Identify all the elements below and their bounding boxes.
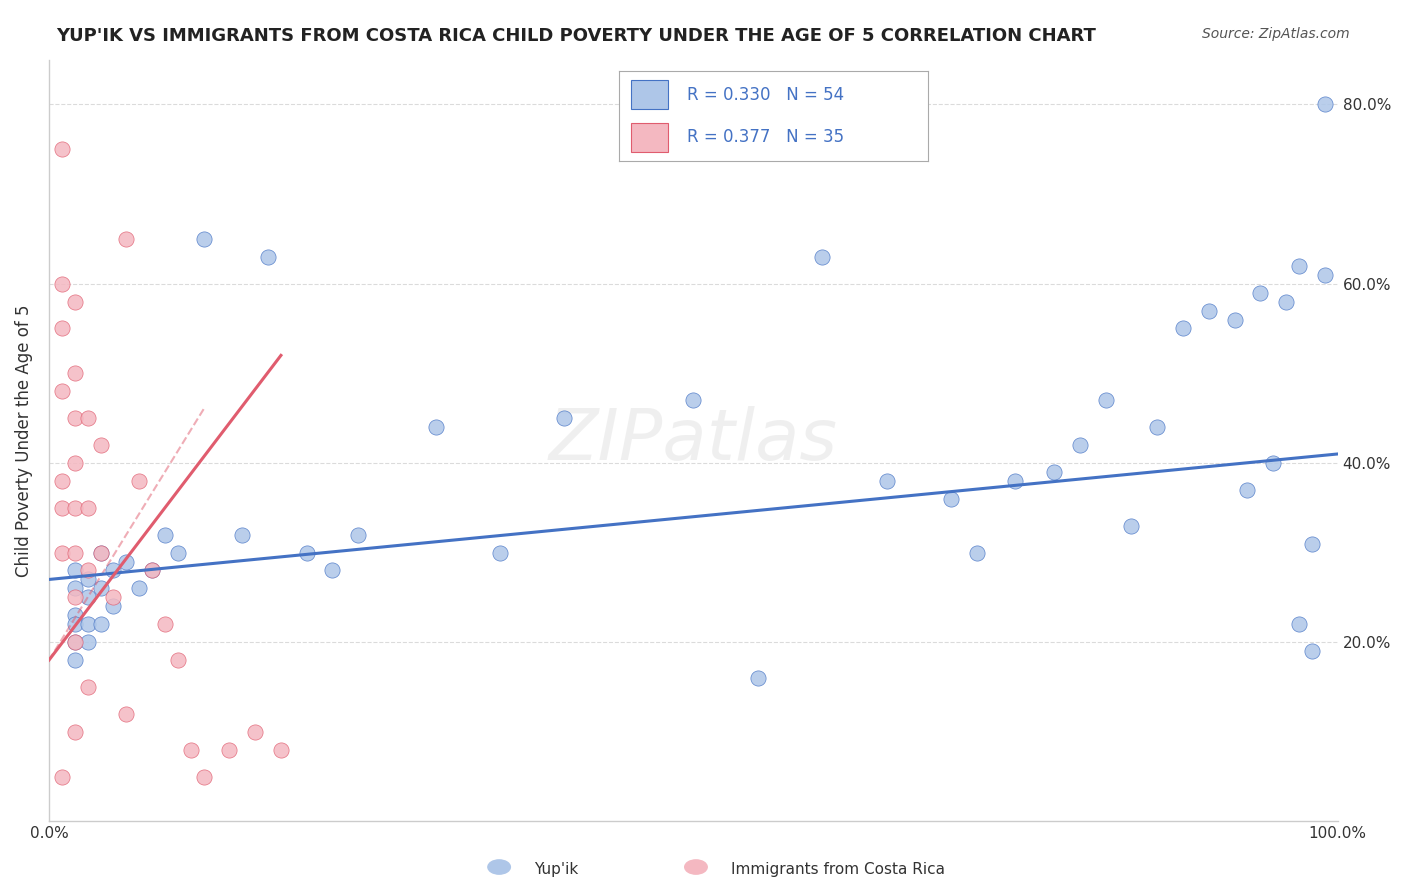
Point xyxy=(347,527,370,541)
Point xyxy=(553,411,575,425)
Point xyxy=(1288,617,1310,632)
Point xyxy=(295,545,318,559)
Point xyxy=(51,500,73,515)
Point xyxy=(1313,268,1336,282)
Point xyxy=(63,294,86,309)
Point xyxy=(63,582,86,596)
Point xyxy=(63,500,86,515)
Point xyxy=(141,564,163,578)
Point xyxy=(321,564,343,578)
Point xyxy=(63,591,86,605)
Point xyxy=(103,591,125,605)
Point xyxy=(63,724,86,739)
Point xyxy=(1121,518,1143,533)
Point xyxy=(76,617,98,632)
Point xyxy=(1249,285,1271,300)
Point xyxy=(193,770,215,784)
Point xyxy=(811,250,834,264)
Point xyxy=(63,635,86,649)
Point xyxy=(1043,465,1066,479)
Point xyxy=(128,582,150,596)
Bar xyxy=(631,123,668,152)
Point xyxy=(51,277,73,291)
Point xyxy=(1004,474,1026,488)
Point xyxy=(63,367,86,381)
Point xyxy=(51,545,73,559)
Point xyxy=(76,564,98,578)
Point xyxy=(218,743,240,757)
Point xyxy=(270,743,292,757)
Bar xyxy=(631,80,668,109)
Point xyxy=(76,573,98,587)
Point xyxy=(939,491,962,506)
Point xyxy=(231,527,253,541)
Point xyxy=(63,608,86,623)
Point xyxy=(1236,483,1258,497)
Point xyxy=(51,321,73,335)
Point xyxy=(63,617,86,632)
Point xyxy=(682,393,704,408)
Point xyxy=(166,545,188,559)
Point xyxy=(51,384,73,399)
Point xyxy=(166,653,188,667)
Point xyxy=(180,743,202,757)
Point xyxy=(63,564,86,578)
Point xyxy=(141,564,163,578)
Point xyxy=(128,474,150,488)
Point xyxy=(1146,420,1168,434)
Text: ZIPatlas: ZIPatlas xyxy=(548,406,838,475)
Point xyxy=(103,599,125,614)
Point xyxy=(1094,393,1116,408)
Point xyxy=(1069,438,1091,452)
Point xyxy=(63,456,86,470)
Point xyxy=(63,635,86,649)
Point xyxy=(1223,312,1246,326)
Point xyxy=(425,420,447,434)
Point xyxy=(63,545,86,559)
Point xyxy=(1171,321,1194,335)
Point xyxy=(1301,644,1323,658)
Text: R = 0.330   N = 54: R = 0.330 N = 54 xyxy=(686,86,844,103)
Point xyxy=(257,250,280,264)
Text: R = 0.377   N = 35: R = 0.377 N = 35 xyxy=(686,128,844,146)
Point xyxy=(76,680,98,694)
Text: YUP'IK VS IMMIGRANTS FROM COSTA RICA CHILD POVERTY UNDER THE AGE OF 5 CORRELATIO: YUP'IK VS IMMIGRANTS FROM COSTA RICA CHI… xyxy=(56,27,1097,45)
Point xyxy=(89,545,111,559)
Y-axis label: Child Poverty Under the Age of 5: Child Poverty Under the Age of 5 xyxy=(15,304,32,577)
Point xyxy=(193,232,215,246)
Point xyxy=(115,555,138,569)
Point xyxy=(1263,456,1285,470)
Point xyxy=(1198,303,1220,318)
Point xyxy=(76,500,98,515)
Point xyxy=(1313,97,1336,112)
Point xyxy=(51,474,73,488)
Point xyxy=(747,671,769,685)
Point xyxy=(966,545,988,559)
Point xyxy=(63,411,86,425)
Point xyxy=(89,545,111,559)
Point xyxy=(489,545,512,559)
Point xyxy=(153,527,176,541)
Point xyxy=(115,706,138,721)
Point xyxy=(89,438,111,452)
Point xyxy=(1301,536,1323,550)
Point xyxy=(89,617,111,632)
Point xyxy=(1288,259,1310,273)
Text: Yup'ik: Yup'ik xyxy=(534,863,578,877)
Text: Immigrants from Costa Rica: Immigrants from Costa Rica xyxy=(731,863,945,877)
Point xyxy=(1275,294,1298,309)
Point xyxy=(876,474,898,488)
Point xyxy=(76,591,98,605)
Point xyxy=(115,232,138,246)
Point xyxy=(51,142,73,156)
Point xyxy=(51,770,73,784)
Point xyxy=(76,635,98,649)
Point xyxy=(153,617,176,632)
Point xyxy=(89,582,111,596)
Point xyxy=(76,411,98,425)
Point xyxy=(103,564,125,578)
Point xyxy=(243,724,266,739)
Point xyxy=(63,653,86,667)
Text: Source: ZipAtlas.com: Source: ZipAtlas.com xyxy=(1202,27,1350,41)
